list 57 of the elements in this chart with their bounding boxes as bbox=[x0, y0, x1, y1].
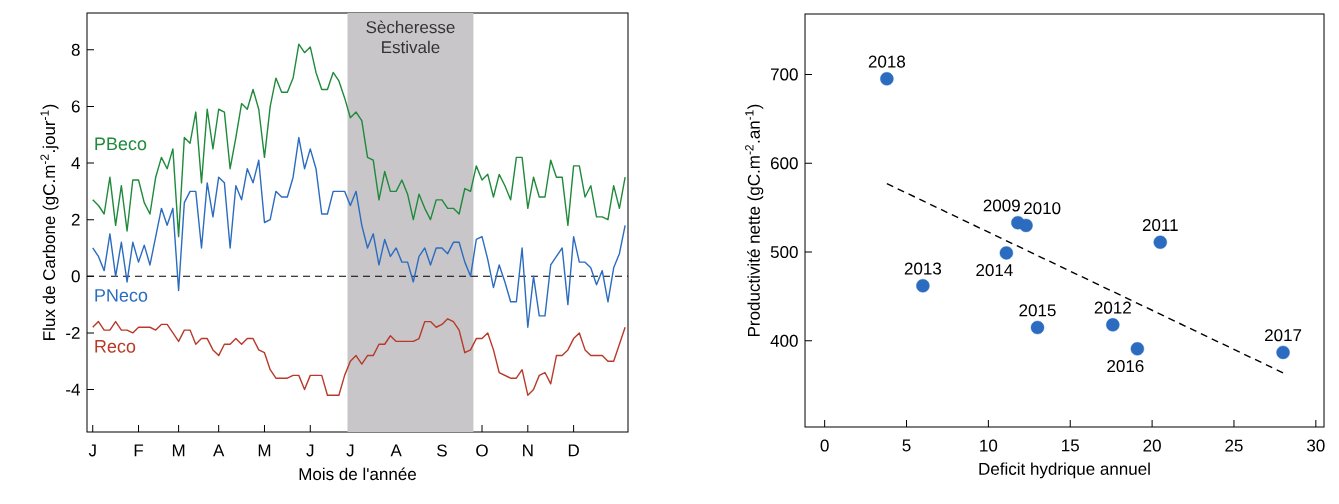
y-tick-label: 400 bbox=[770, 334, 798, 347]
series-label: Reco bbox=[95, 340, 136, 353]
annotation: 2014 bbox=[976, 264, 1013, 277]
x-tick-label: 20 bbox=[1143, 439, 1161, 452]
x-tick-label: J bbox=[88, 444, 96, 457]
x-tick-label: 10 bbox=[980, 439, 998, 452]
annotation: 2016 bbox=[1107, 360, 1144, 373]
x-tick-label: J bbox=[306, 444, 314, 457]
y-tick-label: -4 bbox=[66, 383, 80, 396]
x-tick-label: J bbox=[346, 444, 354, 457]
x-tick-label: 0 bbox=[820, 439, 829, 452]
annotation: 2009 bbox=[983, 199, 1020, 212]
point bbox=[1153, 235, 1167, 249]
x-axis-title: Deficit hydrique annuel bbox=[979, 462, 1150, 479]
y-tick-label: 700 bbox=[770, 68, 798, 81]
y-axis-title: Productivité nette (gC.m$^{-2}$.an$^{-1}$) bbox=[745, 104, 764, 336]
y-axis-title: Flux de Carbone (gC.m$^{-2}$.jour$^{-1}$) bbox=[40, 104, 59, 340]
annotation: 2018 bbox=[868, 55, 906, 68]
y-tick-label: 2 bbox=[71, 213, 80, 226]
x-tick-label: F bbox=[134, 444, 144, 457]
annotation: 2017 bbox=[1265, 329, 1302, 342]
series-label: PBeco bbox=[95, 137, 147, 151]
annotation: Sècheresse Estivale bbox=[366, 20, 455, 54]
x-tick-label: N bbox=[523, 444, 533, 457]
annotation: 2012 bbox=[1094, 301, 1131, 314]
x-tick-label: 25 bbox=[1225, 439, 1243, 452]
point bbox=[999, 246, 1014, 260]
x-axis-title: Mois de l'année bbox=[299, 467, 416, 481]
annotation: 2011 bbox=[1142, 219, 1178, 232]
annotation: 2015 bbox=[1019, 304, 1056, 317]
x-tick-label: M bbox=[258, 444, 271, 457]
y-tick-label: 6 bbox=[71, 100, 80, 113]
x-tick-label: 30 bbox=[1307, 439, 1325, 452]
x-tick-label: D bbox=[568, 444, 579, 457]
point bbox=[1130, 342, 1145, 356]
y-tick-label: 500 bbox=[770, 246, 798, 259]
point bbox=[1030, 320, 1045, 335]
y-tick-label: -2 bbox=[66, 326, 80, 339]
x-tick-label: 5 bbox=[902, 439, 911, 452]
x-tick-label: O bbox=[476, 444, 488, 457]
point bbox=[880, 72, 894, 86]
point bbox=[1276, 345, 1290, 360]
point bbox=[916, 279, 930, 293]
annotation: 2013 bbox=[904, 262, 942, 275]
x-tick-label: M bbox=[172, 444, 185, 457]
y-tick-label: 600 bbox=[770, 157, 798, 170]
series-label: PNeco bbox=[95, 289, 148, 302]
x-tick-label: A bbox=[390, 444, 402, 457]
x-tick-label: A bbox=[213, 444, 225, 457]
y-tick-label: 0 bbox=[71, 270, 80, 283]
annotation: 2010 bbox=[1024, 202, 1061, 215]
point bbox=[1106, 318, 1120, 332]
y-tick-label: 4 bbox=[71, 157, 80, 169]
y-tick-label: 8 bbox=[71, 43, 80, 56]
x-tick-label: S bbox=[437, 444, 447, 457]
x-tick-label: 15 bbox=[1062, 439, 1079, 452]
point bbox=[1019, 218, 1033, 233]
